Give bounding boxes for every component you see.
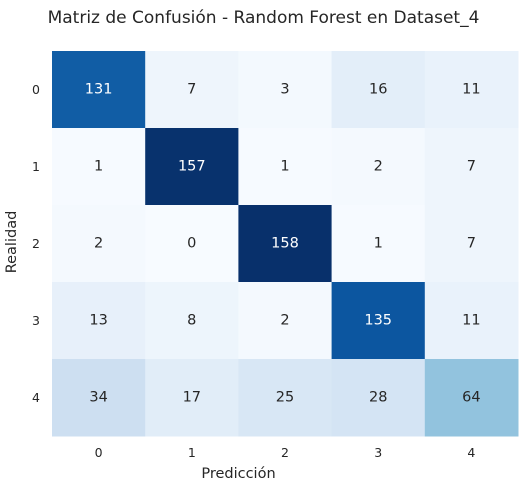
cell-value-1-0: 1 bbox=[94, 159, 103, 175]
cell-value-4-1: 17 bbox=[183, 390, 201, 406]
heatmap-cell-4-1 bbox=[145, 359, 239, 437]
heatmap-cell-4-0 bbox=[52, 359, 146, 437]
cell-value-4-2: 25 bbox=[276, 390, 294, 406]
cell-value-2-4: 7 bbox=[467, 236, 476, 252]
heatmap-cell-2-0 bbox=[52, 205, 146, 283]
y-tick-label-3: 3 bbox=[32, 313, 40, 328]
heatmap-cell-4-4 bbox=[424, 359, 519, 437]
cell-value-4-0: 34 bbox=[89, 390, 107, 406]
heatmap-cell-0-1 bbox=[145, 51, 239, 129]
heatmap-cell-3-4 bbox=[424, 282, 519, 360]
heatmap-cell-1-1 bbox=[145, 128, 239, 206]
cell-value-0-1: 7 bbox=[187, 82, 196, 98]
x-tick-label-3: 3 bbox=[374, 445, 382, 460]
x-tick-label-4: 4 bbox=[467, 445, 475, 460]
cell-value-2-0: 2 bbox=[94, 236, 103, 252]
y-axis-label: Realidad bbox=[4, 210, 20, 274]
chart-title: Matriz de Confusión - Random Forest en D… bbox=[47, 8, 480, 28]
heatmap-cell-2-1 bbox=[145, 205, 239, 283]
cell-value-1-1: 157 bbox=[178, 159, 206, 175]
x-tick-label-2: 2 bbox=[281, 445, 289, 460]
heatmap-cell-0-3 bbox=[331, 51, 426, 129]
cell-value-0-0: 131 bbox=[85, 82, 113, 98]
heatmap-cell-3-2 bbox=[238, 282, 333, 360]
cell-value-2-1: 0 bbox=[187, 236, 196, 252]
heatmap-cell-3-0 bbox=[52, 282, 146, 360]
cell-value-2-3: 1 bbox=[374, 236, 383, 252]
y-tick-label-0: 0 bbox=[32, 82, 40, 97]
cell-value-3-3: 135 bbox=[364, 313, 392, 329]
cell-value-4-3: 28 bbox=[369, 390, 387, 406]
cell-value-2-2: 158 bbox=[271, 236, 299, 252]
cell-value-1-3: 2 bbox=[374, 159, 383, 175]
heatmap-cell-0-0 bbox=[52, 51, 146, 129]
cell-value-3-1: 8 bbox=[187, 313, 196, 329]
y-tick-label-2: 2 bbox=[32, 236, 40, 251]
y-tick-label-1: 1 bbox=[32, 159, 40, 174]
cell-value-1-4: 7 bbox=[467, 159, 476, 175]
x-tick-label-0: 0 bbox=[95, 445, 103, 460]
heatmap-cell-2-2 bbox=[238, 205, 333, 283]
heatmap-cell-1-3 bbox=[331, 128, 426, 206]
heatmap-cell-1-0 bbox=[52, 128, 146, 206]
cell-value-0-4: 11 bbox=[462, 82, 480, 98]
cell-value-3-2: 2 bbox=[280, 313, 289, 329]
heatmap-cell-4-3 bbox=[331, 359, 426, 437]
heatmap-cell-2-3 bbox=[331, 205, 426, 283]
heatmap-cell-2-4 bbox=[424, 205, 519, 283]
cell-value-1-2: 1 bbox=[280, 159, 289, 175]
cell-value-0-3: 16 bbox=[369, 82, 387, 98]
heatmap-cell-0-2 bbox=[238, 51, 333, 129]
heatmap-cell-0-4 bbox=[424, 51, 519, 129]
heatmap-cell-3-3 bbox=[331, 282, 426, 360]
cell-value-3-4: 11 bbox=[462, 313, 480, 329]
y-tick-label-4: 4 bbox=[32, 390, 40, 405]
x-axis-label: Predicción bbox=[201, 466, 276, 482]
cell-value-0-2: 3 bbox=[280, 82, 289, 98]
heatmap-cell-3-1 bbox=[145, 282, 239, 360]
cell-value-4-4: 64 bbox=[462, 390, 480, 406]
heatmap-cell-1-4 bbox=[424, 128, 519, 206]
heatmap-cell-1-2 bbox=[238, 128, 333, 206]
x-tick-label-1: 1 bbox=[188, 445, 196, 460]
cell-value-3-0: 13 bbox=[89, 313, 107, 329]
heatmap-cell-4-2 bbox=[238, 359, 333, 437]
